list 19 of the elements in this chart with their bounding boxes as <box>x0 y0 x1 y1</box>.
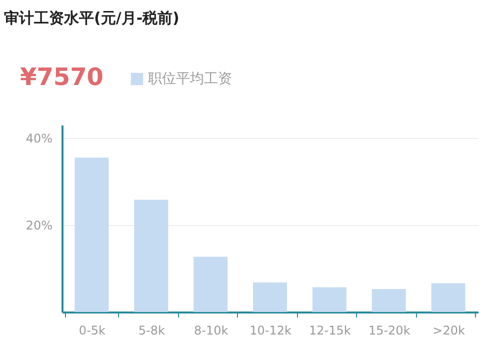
bar <box>194 256 228 312</box>
bar <box>312 287 346 312</box>
y-tick-label: 20% <box>26 218 52 233</box>
y-tick-label: 40% <box>26 132 52 146</box>
x-tick-label: 8-10k <box>194 324 228 338</box>
text: ¥7570 <box>20 63 104 91</box>
legend-label: 职位平均工资 <box>148 71 232 87</box>
bar <box>74 158 109 312</box>
chart-title: 审计工资水平(元/月-税前) <box>4 9 180 27</box>
x-tick-label: >20k <box>432 324 465 338</box>
bar <box>253 282 287 312</box>
x-tick-label: 10-12k <box>250 324 292 338</box>
bar <box>134 200 168 312</box>
x-tick-label: 12-15k <box>309 324 351 338</box>
bar <box>431 283 466 312</box>
bar <box>372 288 406 312</box>
x-tick-label: 0-5k <box>78 324 106 338</box>
x-tick-label: 5-8k <box>138 324 165 338</box>
x-tick-label: 15-20k <box>368 324 410 338</box>
